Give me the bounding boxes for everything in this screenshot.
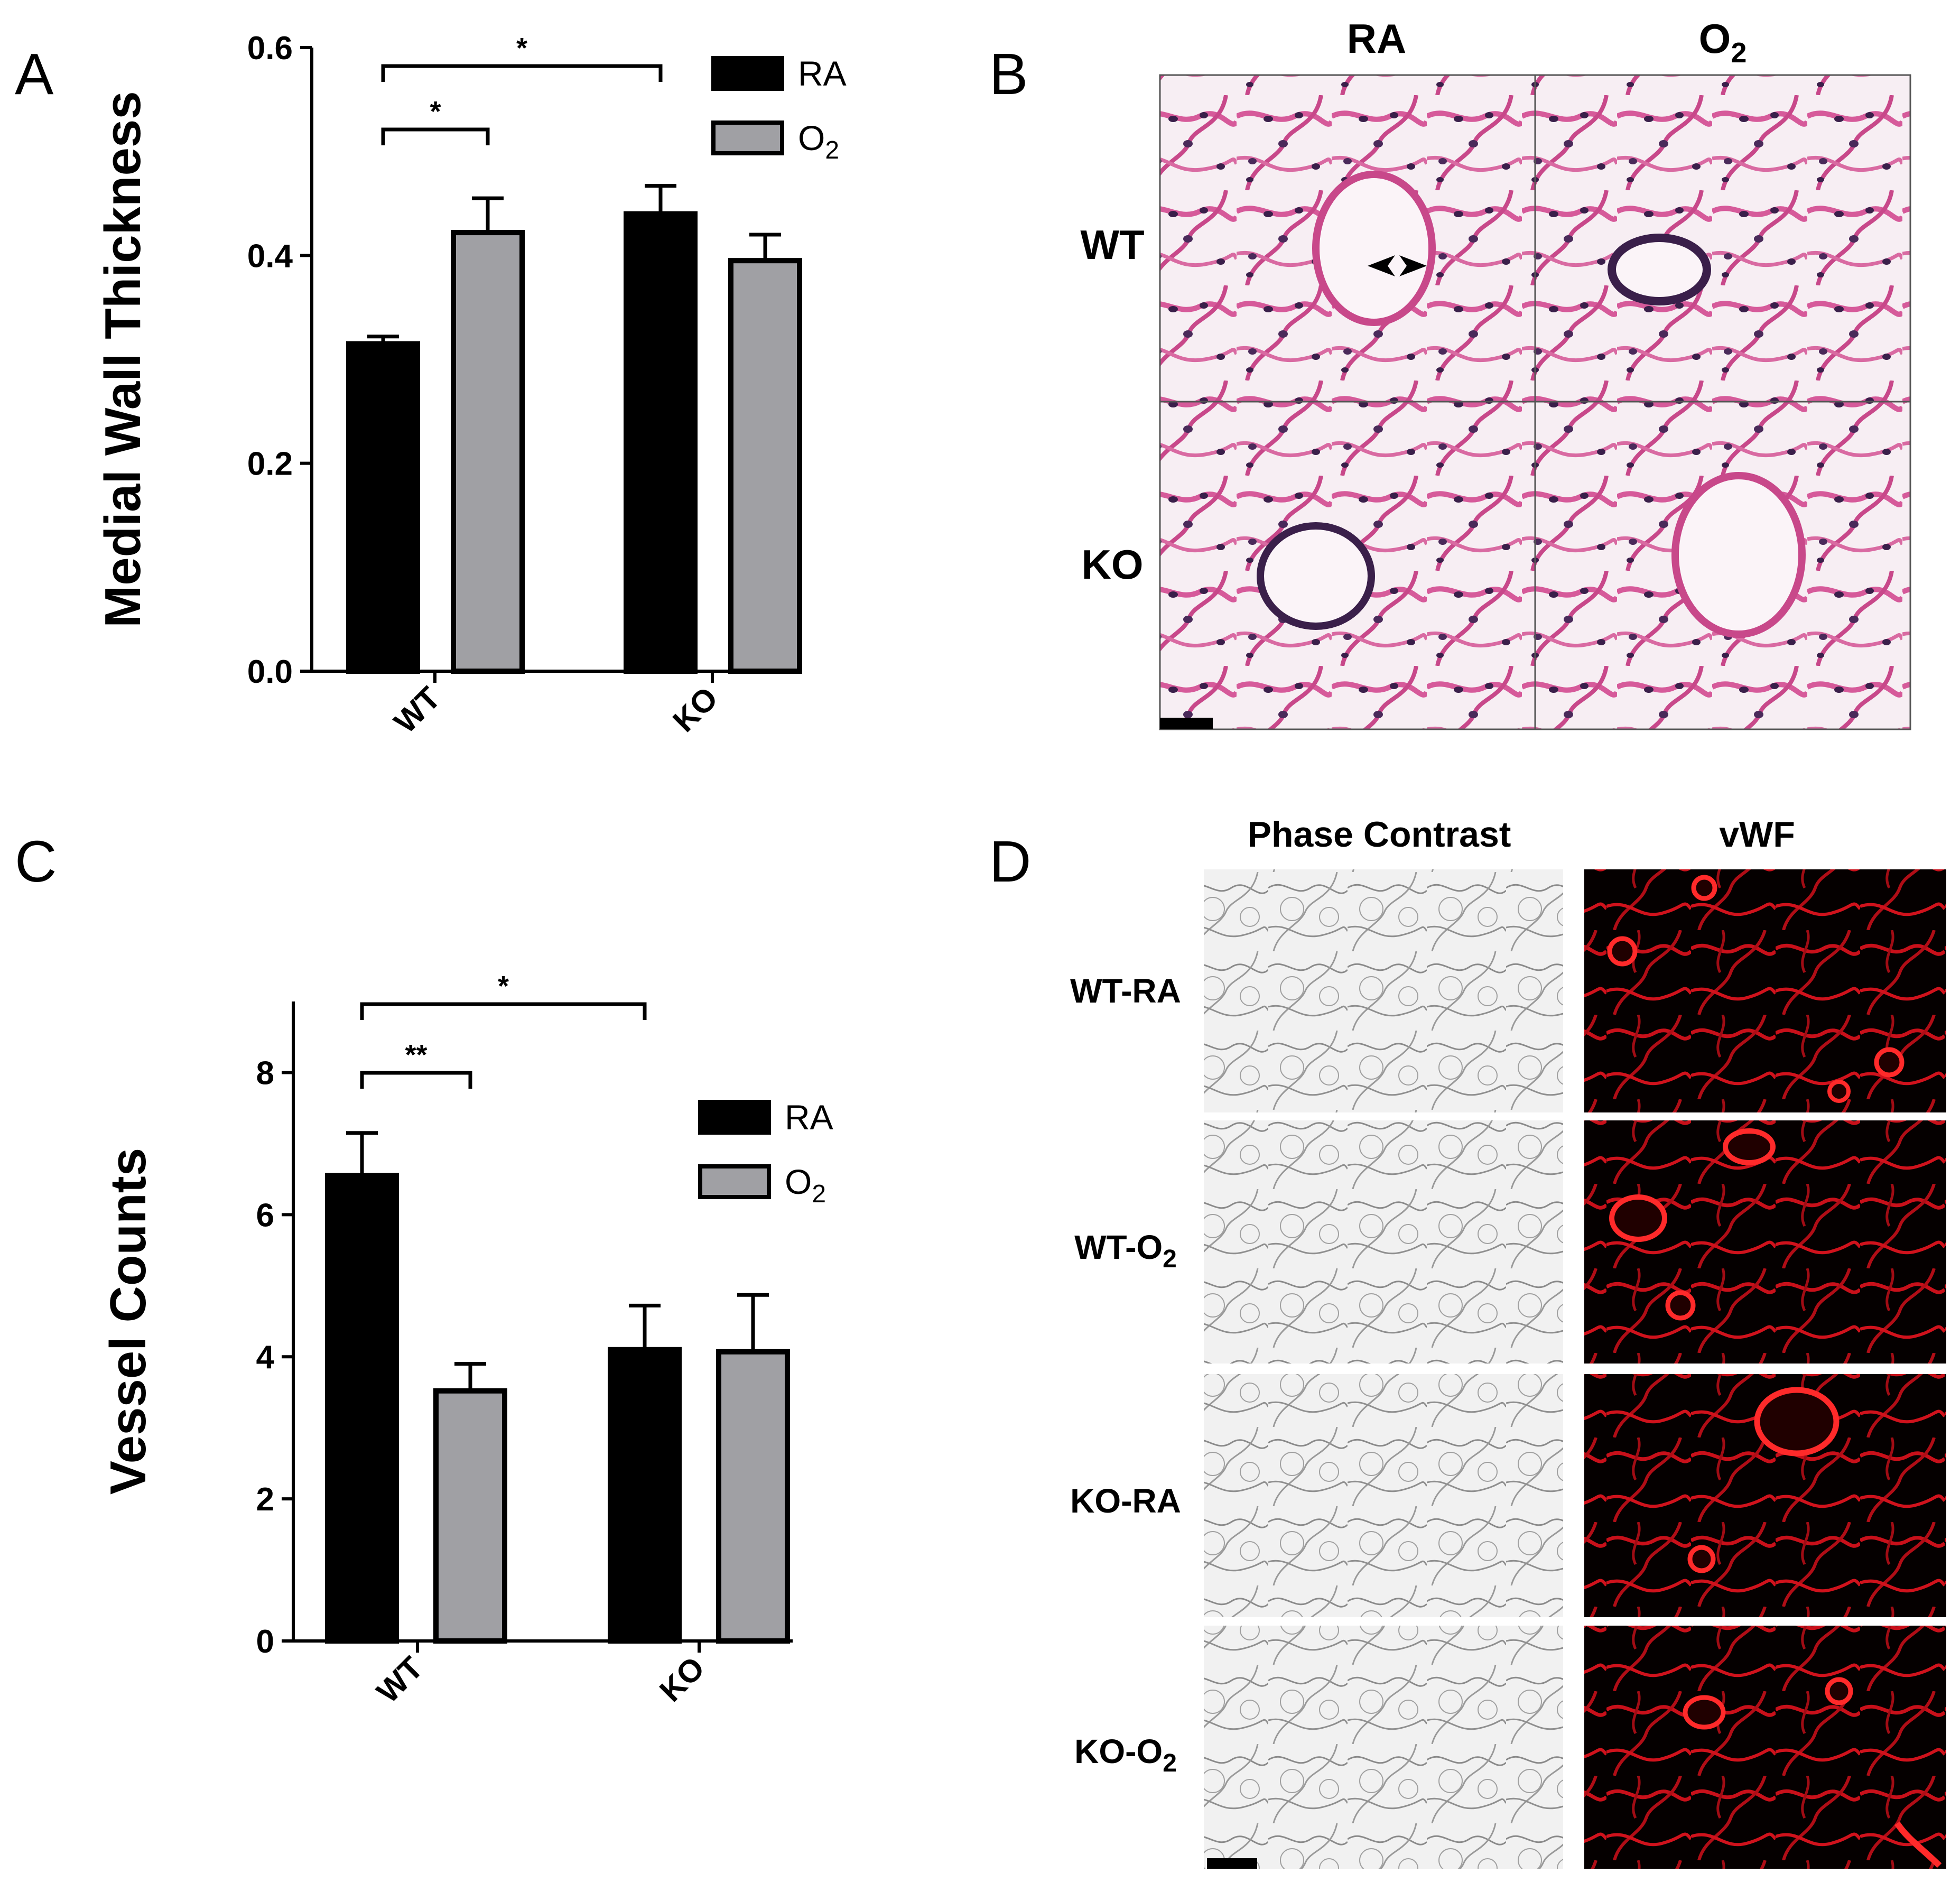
- x-tick-label: WT: [387, 680, 447, 740]
- scale-bar-d: [1207, 1858, 1257, 1869]
- vessel-outline-ko-ra: [1257, 522, 1375, 630]
- micrograph-wt-o2: [1535, 75, 1910, 402]
- panel-letter-c: C: [15, 829, 57, 894]
- phase-wt-o2: [1204, 1120, 1563, 1364]
- legend-label: O2: [785, 1162, 826, 1208]
- phase-ko-ra: [1204, 1374, 1563, 1617]
- panel-b-row-head-ko: KO: [1082, 541, 1144, 588]
- significance-bracket: [381, 127, 490, 145]
- y-tick-label: 0.6: [247, 30, 293, 67]
- vwf-vessel: [1691, 875, 1717, 901]
- bar: [608, 1347, 682, 1644]
- vessel-outline-ko-o2: [1671, 472, 1806, 638]
- vwf-ko-o2: [1584, 1626, 1946, 1869]
- legend-swatch: [711, 56, 784, 91]
- legend-swatch: [698, 1100, 771, 1135]
- significance-label: *: [516, 32, 527, 64]
- panel-d-row-head-wt-o2: WT-O2: [1074, 1228, 1177, 1273]
- panel-letter-b: B: [989, 42, 1028, 107]
- panel-d-col-head-phase: Phase Contrast: [1248, 814, 1511, 855]
- x-tick-label: KO: [666, 680, 724, 739]
- y-tick-label: 4: [256, 1339, 275, 1376]
- panel-d-col-head-vwf: vWF: [1719, 814, 1795, 855]
- panel-letter-d: D: [989, 829, 1031, 894]
- legend-swatch: [711, 120, 784, 155]
- significance-bracket: [360, 1002, 647, 1020]
- bar: [346, 341, 420, 674]
- legend-swatch: [698, 1164, 771, 1199]
- arrowhead-right: [1399, 255, 1427, 276]
- phase-ko-o2: [1204, 1626, 1563, 1869]
- bar: [728, 258, 802, 674]
- vessel-outline-wt-ra: [1312, 171, 1436, 326]
- panel-b-micrographs: RA O2 WT KO: [1080, 15, 1911, 730]
- vwf-vessel: [1687, 1545, 1716, 1573]
- bar: [325, 1173, 399, 1644]
- x-tick-label: KO: [653, 1650, 711, 1709]
- significance-label: *: [430, 96, 441, 127]
- panel-d-micrographs: Phase Contrast vWF WT-RA WT-O2 KO-RA KO-…: [1070, 814, 1946, 1869]
- y-tick-label: 8: [256, 1055, 274, 1091]
- legend-label: RA: [785, 1098, 833, 1137]
- panel-b-row-head-wt: WT: [1080, 221, 1144, 268]
- significance-bracket: [360, 1071, 472, 1089]
- legend-label: RA: [798, 54, 847, 93]
- y-tick-label: 6: [256, 1197, 274, 1233]
- vwf-vessel: [1665, 1290, 1696, 1321]
- y-axis-title: Vessel Counts: [100, 1148, 156, 1495]
- y-tick-label: 0.0: [247, 654, 293, 690]
- chart-a-medial-wall-thickness: 0.0 0.2 0.4 0.6 Medial Wall Thickness WT KO * * R…: [95, 30, 847, 740]
- panel-d-row-head-ko-ra: KO-RA: [1070, 1482, 1181, 1520]
- y-tick-label: 2: [256, 1481, 274, 1518]
- panel-b-col-head-ra: RA: [1347, 15, 1407, 62]
- vwf-vessel: [1754, 1387, 1840, 1457]
- bar: [716, 1349, 790, 1644]
- y-tick-label: 0.4: [247, 238, 293, 274]
- vwf-vessel: [1609, 1194, 1667, 1242]
- vwf-vessel: [1894, 1821, 1942, 1868]
- panel-d-row-head-ko-o2: KO-O2: [1074, 1732, 1177, 1777]
- significance-bracket: [381, 64, 663, 82]
- bar: [624, 211, 698, 674]
- vwf-vessel: [1683, 1695, 1726, 1730]
- scale-bar-b: [1160, 718, 1213, 729]
- panel-d-row-head-wt-ra: WT-RA: [1070, 972, 1181, 1010]
- vwf-vessel: [1874, 1047, 1905, 1078]
- vwf-vessel: [1607, 936, 1638, 967]
- bar: [433, 1388, 507, 1644]
- significance-label: *: [498, 970, 509, 1002]
- legend-label: O2: [798, 118, 839, 164]
- x-tick-label: WT: [370, 1650, 430, 1710]
- vwf-vessel: [1723, 1128, 1776, 1165]
- vwf-vessel: [1827, 1080, 1851, 1103]
- vwf-vessel: [1825, 1677, 1853, 1705]
- arrowhead-left: [1368, 255, 1395, 276]
- significance-label: **: [405, 1039, 427, 1071]
- bar: [451, 230, 525, 674]
- y-tick-label: 0.2: [247, 446, 293, 483]
- y-axis-title: Medial Wall Thickness: [95, 91, 151, 627]
- y-tick-label: 0: [256, 1624, 274, 1660]
- vessel-outline-wt-o2: [1608, 234, 1711, 305]
- phase-wt-ra: [1204, 869, 1563, 1112]
- panel-letter-a: A: [15, 42, 54, 107]
- panel-b-col-head-o2: O2: [1699, 15, 1747, 69]
